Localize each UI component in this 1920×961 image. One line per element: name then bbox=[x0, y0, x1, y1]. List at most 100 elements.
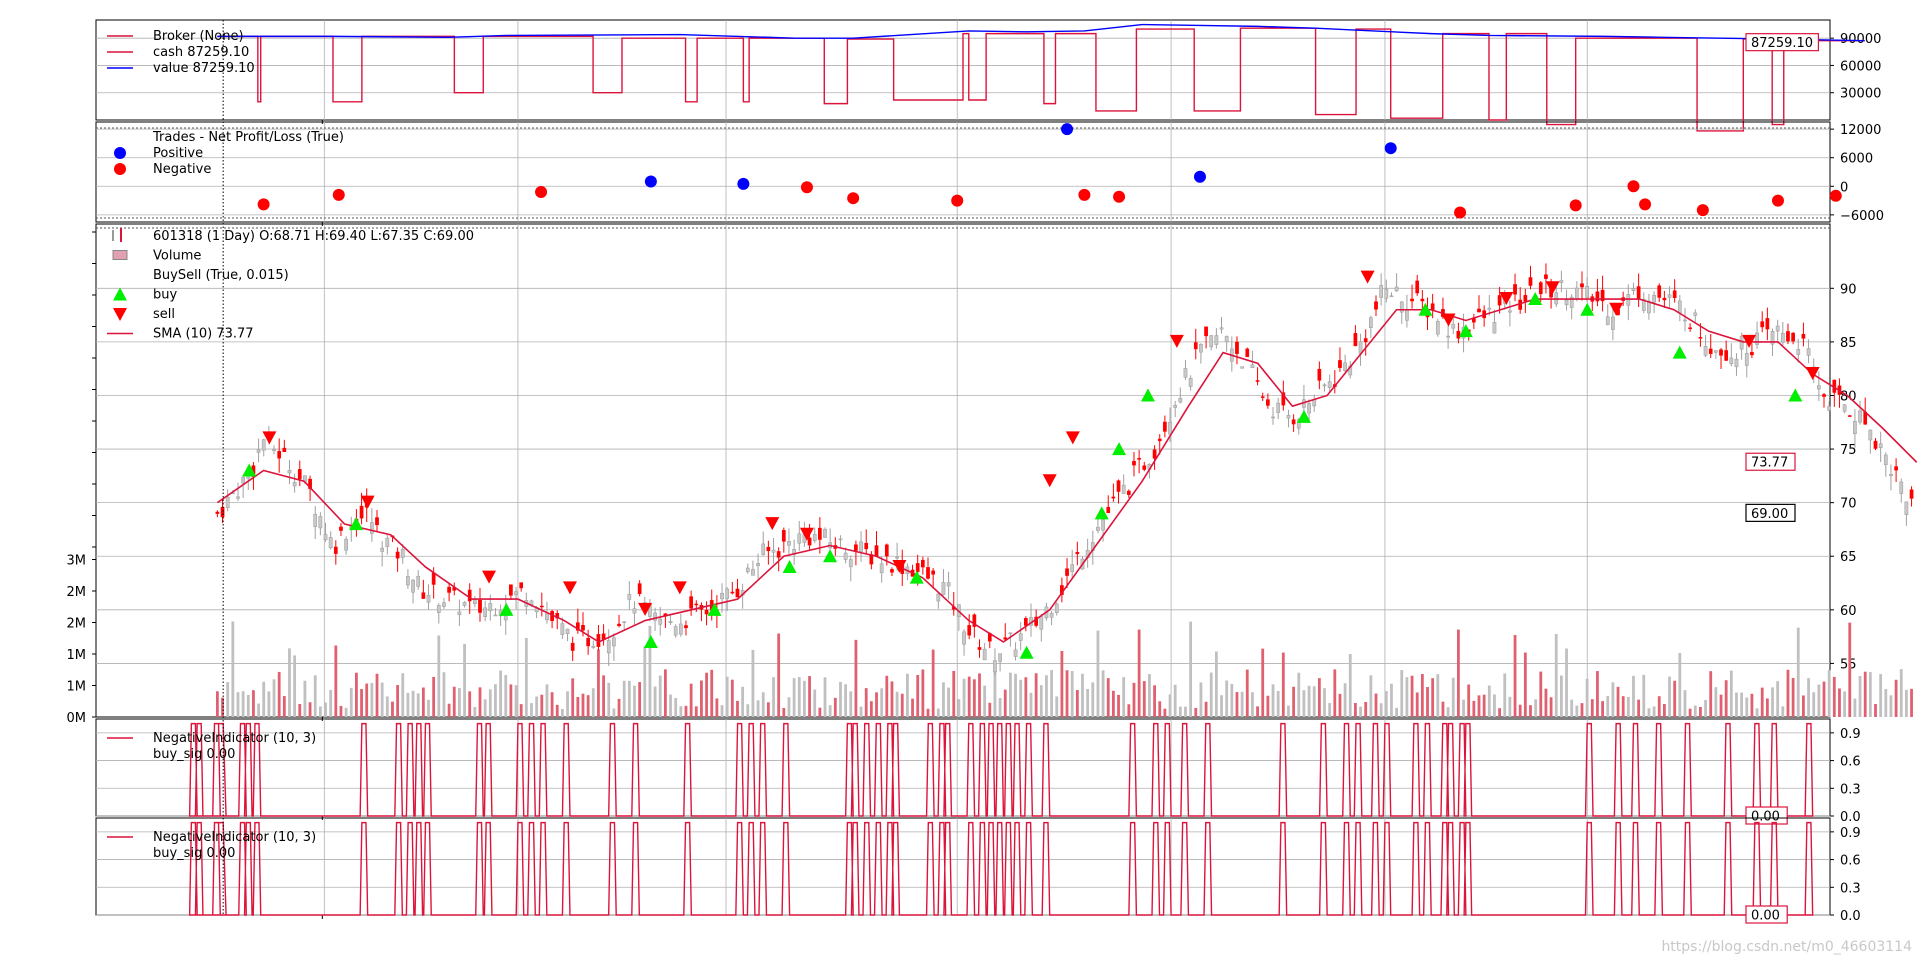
volume-bar bbox=[1091, 682, 1095, 717]
price-body bbox=[1750, 352, 1754, 356]
trade-negative-point bbox=[535, 186, 548, 198]
volume-bar bbox=[1276, 691, 1280, 717]
price-body bbox=[483, 607, 488, 617]
volume-bar bbox=[1740, 692, 1744, 717]
volume-bar bbox=[1029, 692, 1033, 717]
price-body bbox=[426, 595, 431, 603]
volume-bar bbox=[339, 705, 343, 717]
price-body bbox=[570, 642, 575, 651]
volume-bar bbox=[833, 697, 837, 717]
volume-bar bbox=[1132, 682, 1136, 717]
volume-bar bbox=[1498, 708, 1501, 717]
volume-bar bbox=[1204, 701, 1208, 717]
price-body bbox=[1909, 489, 1914, 499]
price-body bbox=[1379, 285, 1384, 298]
price-body bbox=[323, 534, 328, 541]
volume-bar bbox=[509, 684, 513, 717]
price-body bbox=[1168, 421, 1172, 435]
volume-bar bbox=[1096, 630, 1100, 717]
price-body bbox=[1477, 308, 1481, 313]
y-tick-label: 30000 bbox=[1840, 87, 1881, 102]
price-body bbox=[1770, 331, 1775, 345]
volume-bar bbox=[1302, 690, 1306, 717]
legend-label: Trades - Net Profit/Loss (True) bbox=[152, 130, 344, 145]
volume-bar bbox=[669, 694, 672, 717]
price-body bbox=[1369, 317, 1373, 328]
volume-bar bbox=[452, 686, 456, 717]
sell-marker bbox=[799, 527, 814, 541]
volume-bar bbox=[653, 686, 657, 717]
price-body bbox=[370, 522, 374, 534]
volume-bar bbox=[983, 685, 987, 717]
legend-label: buy_sig 0.00 bbox=[153, 747, 235, 762]
volume-bar bbox=[1632, 675, 1635, 717]
buy-marker bbox=[1788, 388, 1803, 402]
volume-bar bbox=[1596, 671, 1599, 717]
volume-bar bbox=[473, 706, 477, 717]
price-body bbox=[756, 563, 760, 567]
price-body bbox=[1322, 384, 1327, 387]
close-last-value: 69.00 bbox=[1751, 507, 1788, 522]
volume-bar bbox=[1693, 705, 1697, 717]
sell-marker bbox=[638, 602, 653, 616]
price-body bbox=[225, 496, 230, 509]
price-body bbox=[467, 589, 472, 602]
price-body bbox=[416, 575, 421, 587]
volume-bar bbox=[962, 678, 966, 717]
volume-bar bbox=[293, 655, 297, 717]
price-body bbox=[385, 537, 390, 547]
volume-tick-label: 1M bbox=[67, 680, 87, 695]
volume-bar bbox=[1657, 696, 1661, 717]
volume-bar bbox=[1565, 648, 1568, 717]
volume-bar bbox=[1807, 678, 1810, 717]
price-body bbox=[287, 470, 292, 474]
trade-negative-point bbox=[1696, 204, 1709, 217]
y-tick-label: 0.9 bbox=[1840, 826, 1861, 841]
volume-bar bbox=[355, 672, 358, 717]
price-body bbox=[1492, 321, 1497, 334]
volume-bar bbox=[1760, 687, 1764, 717]
sell-marker bbox=[562, 581, 577, 595]
sell-marker bbox=[1169, 334, 1184, 348]
volume-bar bbox=[1014, 673, 1017, 717]
volume-bar bbox=[385, 696, 389, 717]
price-body bbox=[1744, 353, 1749, 366]
trade-negative-point bbox=[1829, 189, 1842, 202]
buy-marker bbox=[643, 634, 658, 648]
volume-bar bbox=[638, 682, 642, 717]
price-body bbox=[1693, 312, 1698, 316]
volume-bar bbox=[1467, 684, 1471, 717]
price-body bbox=[1126, 490, 1131, 495]
broker-last-value-box bbox=[1745, 33, 1820, 52]
volume-bar bbox=[880, 688, 884, 717]
trade-positive-point bbox=[644, 175, 657, 188]
price-body bbox=[1611, 316, 1615, 330]
volume-bar bbox=[1539, 671, 1543, 717]
volume-bar bbox=[1601, 701, 1604, 717]
volume-bar bbox=[869, 701, 873, 717]
price-body bbox=[1199, 344, 1203, 353]
volume-bar bbox=[1127, 704, 1131, 717]
price-body bbox=[745, 567, 750, 573]
price-body bbox=[1786, 331, 1790, 342]
volume-bar bbox=[540, 694, 544, 717]
buy-marker bbox=[1418, 302, 1433, 316]
volume-bar bbox=[267, 691, 271, 717]
volume-bar bbox=[1369, 675, 1373, 717]
legend-label: Positive bbox=[153, 146, 203, 161]
price-body bbox=[406, 576, 410, 586]
trade-negative-point bbox=[1078, 188, 1091, 201]
price-body bbox=[421, 592, 426, 599]
volume-bar bbox=[1796, 627, 1800, 717]
volume-bar bbox=[504, 675, 508, 717]
price-body bbox=[1106, 506, 1111, 514]
volume-bar bbox=[1045, 675, 1048, 717]
volume-bar bbox=[1745, 697, 1749, 717]
price-body bbox=[1049, 612, 1054, 618]
volume-bar bbox=[447, 703, 451, 717]
sell-marker bbox=[1042, 474, 1057, 488]
price-body bbox=[1260, 396, 1265, 398]
price-body bbox=[1399, 301, 1404, 313]
volume-bar bbox=[226, 682, 230, 717]
price-body bbox=[1847, 415, 1852, 417]
